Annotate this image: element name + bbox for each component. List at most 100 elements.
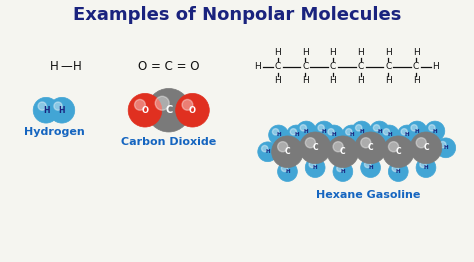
Text: H: H — [385, 48, 392, 57]
Text: H: H — [285, 169, 290, 174]
Text: Hydrogen: Hydrogen — [24, 127, 84, 137]
Text: H: H — [357, 48, 364, 57]
Text: H: H — [377, 128, 382, 134]
Circle shape — [128, 93, 162, 127]
Text: H: H — [276, 133, 281, 138]
Circle shape — [389, 142, 399, 152]
Circle shape — [356, 125, 362, 131]
Text: H: H — [329, 76, 337, 85]
Text: H: H — [302, 76, 309, 85]
Circle shape — [314, 121, 334, 141]
Text: H: H — [349, 133, 354, 138]
Text: C: C — [395, 147, 401, 156]
Text: H: H — [255, 62, 261, 71]
Circle shape — [383, 129, 390, 135]
Text: H: H — [433, 128, 437, 134]
Circle shape — [262, 145, 268, 152]
Circle shape — [300, 125, 307, 131]
Circle shape — [54, 102, 62, 110]
Circle shape — [407, 121, 427, 141]
Text: Hexane Gasoline: Hexane Gasoline — [317, 190, 421, 200]
Text: C: C — [385, 62, 392, 71]
Circle shape — [416, 158, 436, 177]
Text: H: H — [340, 169, 345, 174]
Circle shape — [420, 161, 426, 168]
Text: H: H — [304, 128, 309, 134]
Circle shape — [49, 97, 75, 123]
Circle shape — [324, 125, 344, 145]
Circle shape — [388, 162, 408, 182]
Text: H: H — [265, 149, 270, 154]
Circle shape — [318, 125, 324, 131]
Text: O = C = O: O = C = O — [138, 60, 200, 73]
Text: C: C — [357, 62, 364, 71]
Text: H: H — [332, 133, 336, 138]
Circle shape — [352, 121, 372, 141]
Circle shape — [425, 121, 445, 141]
Circle shape — [401, 129, 407, 135]
Circle shape — [327, 136, 359, 168]
Circle shape — [147, 89, 191, 132]
Circle shape — [392, 165, 399, 172]
Circle shape — [361, 158, 381, 177]
Circle shape — [282, 165, 288, 172]
Circle shape — [290, 129, 297, 135]
Circle shape — [278, 162, 297, 182]
Text: —: — — [60, 60, 72, 73]
Text: H: H — [413, 48, 419, 57]
Text: H: H — [415, 128, 419, 134]
Circle shape — [411, 125, 417, 131]
Text: C: C — [368, 143, 374, 152]
Text: H: H — [329, 48, 337, 57]
Circle shape — [300, 132, 331, 164]
Circle shape — [182, 100, 193, 110]
Circle shape — [305, 138, 316, 148]
Circle shape — [380, 125, 399, 145]
Circle shape — [436, 138, 456, 158]
Text: C: C — [330, 62, 336, 71]
Text: O: O — [189, 106, 196, 115]
Circle shape — [410, 132, 442, 164]
Text: H: H — [405, 133, 410, 138]
Circle shape — [328, 129, 334, 135]
Circle shape — [38, 102, 46, 110]
Text: O: O — [141, 106, 148, 115]
Circle shape — [370, 121, 389, 141]
Circle shape — [374, 125, 380, 131]
Circle shape — [135, 100, 146, 110]
Text: H: H — [73, 60, 82, 73]
Circle shape — [365, 161, 371, 168]
Circle shape — [286, 125, 306, 145]
Text: C: C — [274, 62, 281, 71]
Circle shape — [33, 97, 59, 123]
Circle shape — [278, 142, 288, 152]
Text: H: H — [302, 48, 309, 57]
Text: H: H — [359, 128, 364, 134]
Circle shape — [355, 132, 386, 164]
Text: C: C — [165, 105, 173, 115]
Circle shape — [305, 158, 325, 177]
Circle shape — [269, 125, 289, 145]
Text: Examples of Nonpolar Molecules: Examples of Nonpolar Molecules — [73, 6, 401, 24]
Text: H: H — [424, 165, 428, 170]
Text: H: H — [50, 60, 58, 73]
Circle shape — [342, 125, 362, 145]
Circle shape — [361, 138, 371, 148]
Text: H: H — [385, 76, 392, 85]
Circle shape — [296, 121, 316, 141]
Circle shape — [309, 161, 315, 168]
Circle shape — [429, 125, 435, 131]
Circle shape — [258, 142, 278, 162]
Text: H: H — [43, 106, 49, 115]
Circle shape — [439, 141, 446, 148]
Text: H: H — [322, 128, 327, 134]
Text: Carbon Dioxide: Carbon Dioxide — [121, 137, 216, 147]
Text: C: C — [340, 147, 346, 156]
Text: H: H — [413, 76, 419, 85]
Text: C: C — [285, 147, 290, 156]
Circle shape — [397, 125, 417, 145]
Text: H: H — [387, 133, 392, 138]
Text: H: H — [444, 145, 448, 150]
Text: H: H — [59, 106, 65, 115]
Circle shape — [416, 138, 426, 148]
